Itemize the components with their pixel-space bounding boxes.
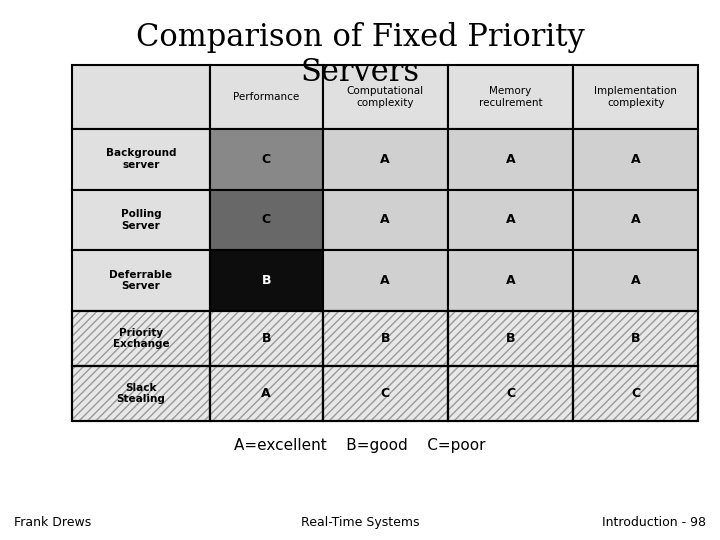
Text: Background
server: Background server xyxy=(106,148,176,170)
Text: Memory
reculrement: Memory reculrement xyxy=(479,86,542,107)
Bar xyxy=(72,366,210,421)
Bar xyxy=(72,65,210,129)
Text: Performance: Performance xyxy=(233,92,300,102)
Text: A=excellent    B=good    C=poor: A=excellent B=good C=poor xyxy=(234,438,486,453)
Bar xyxy=(323,310,448,366)
Text: C: C xyxy=(506,387,515,400)
Bar xyxy=(573,129,698,190)
Bar xyxy=(573,366,698,421)
Text: Priority
Exchange: Priority Exchange xyxy=(112,328,169,349)
Text: A: A xyxy=(505,153,516,166)
Bar xyxy=(72,250,210,310)
Text: A: A xyxy=(380,153,390,166)
Text: A: A xyxy=(505,274,516,287)
Text: C: C xyxy=(261,213,271,226)
Text: C: C xyxy=(261,153,271,166)
Bar xyxy=(210,129,323,190)
Bar xyxy=(72,310,210,366)
Bar xyxy=(573,250,698,310)
Bar xyxy=(573,190,698,250)
Bar xyxy=(210,366,323,421)
Bar xyxy=(573,366,698,421)
Bar xyxy=(448,310,573,366)
Text: A: A xyxy=(631,274,641,287)
Bar xyxy=(573,366,698,421)
Text: A: A xyxy=(631,153,641,166)
Bar xyxy=(448,310,573,366)
Bar xyxy=(448,366,573,421)
Bar xyxy=(72,310,210,366)
Text: Computational
complexity: Computational complexity xyxy=(346,86,424,107)
Text: Comparison of Fixed Priority
Servers: Comparison of Fixed Priority Servers xyxy=(135,22,585,89)
Text: A: A xyxy=(261,387,271,400)
Text: A: A xyxy=(505,213,516,226)
Bar xyxy=(210,190,323,250)
Text: Frank Drews: Frank Drews xyxy=(14,516,91,529)
Bar xyxy=(323,250,448,310)
Bar xyxy=(210,310,323,366)
Bar xyxy=(448,65,573,129)
Bar xyxy=(323,129,448,190)
Text: Polling
Server: Polling Server xyxy=(120,209,161,231)
Bar xyxy=(448,366,573,421)
Bar xyxy=(210,65,323,129)
Bar xyxy=(210,310,323,366)
Bar xyxy=(323,366,448,421)
Text: C: C xyxy=(631,387,640,400)
Text: C: C xyxy=(381,387,390,400)
Bar xyxy=(210,310,323,366)
Text: A: A xyxy=(631,213,641,226)
Bar xyxy=(210,250,323,310)
Text: A: A xyxy=(380,213,390,226)
Text: Slack
Stealing: Slack Stealing xyxy=(117,383,166,404)
Text: B: B xyxy=(261,332,271,345)
Bar xyxy=(448,190,573,250)
Bar xyxy=(210,366,323,421)
Bar xyxy=(323,310,448,366)
Bar xyxy=(323,310,448,366)
Bar xyxy=(323,366,448,421)
Text: Introduction - 98: Introduction - 98 xyxy=(602,516,706,529)
Bar xyxy=(573,310,698,366)
Text: A: A xyxy=(380,274,390,287)
Bar xyxy=(573,65,698,129)
Text: B: B xyxy=(631,332,641,345)
Bar xyxy=(72,129,210,190)
Bar xyxy=(323,190,448,250)
Bar xyxy=(573,310,698,366)
Text: B: B xyxy=(505,332,516,345)
Bar xyxy=(448,129,573,190)
Bar xyxy=(323,366,448,421)
Bar xyxy=(448,310,573,366)
Text: Implementation
complexity: Implementation complexity xyxy=(594,86,678,107)
Text: Real-Time Systems: Real-Time Systems xyxy=(301,516,419,529)
Text: B: B xyxy=(261,274,271,287)
Bar xyxy=(448,250,573,310)
Bar xyxy=(573,310,698,366)
Bar xyxy=(210,366,323,421)
Bar xyxy=(72,190,210,250)
Text: B: B xyxy=(380,332,390,345)
Bar xyxy=(323,65,448,129)
Bar xyxy=(72,310,210,366)
Bar xyxy=(448,366,573,421)
Bar xyxy=(72,366,210,421)
Bar xyxy=(72,366,210,421)
Text: Deferrable
Server: Deferrable Server xyxy=(109,269,173,291)
